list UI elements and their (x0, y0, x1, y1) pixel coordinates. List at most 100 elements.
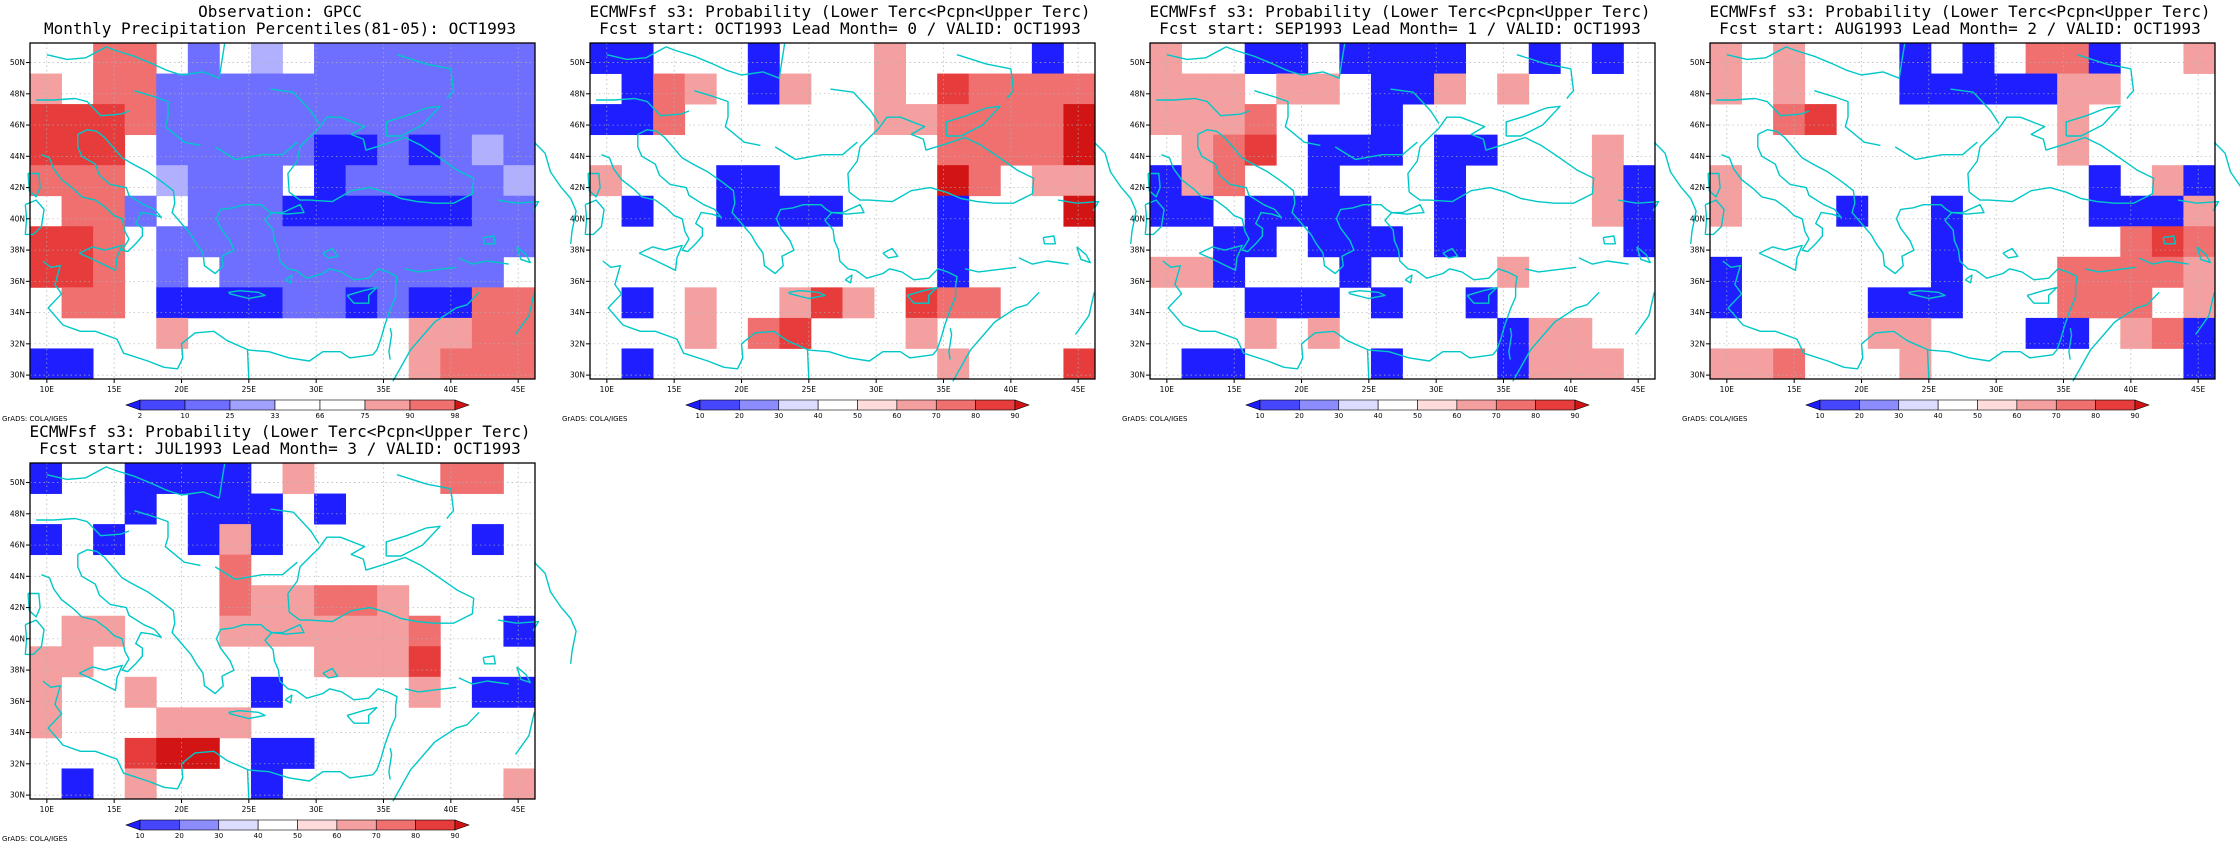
coastline (284, 274, 293, 284)
gridlines (1150, 43, 1655, 379)
grid-cell (1150, 165, 1182, 197)
coastline (1636, 246, 1651, 264)
panel-title-line1: ECMWFsf s3: Probability (Lower Terc<Pcpn… (1149, 2, 1651, 21)
grid-cell (30, 134, 62, 166)
lat-tick-label: 32N (570, 339, 585, 348)
coastline (945, 105, 1001, 137)
colorbar-segment (935, 399, 976, 411)
grid-cell (2151, 226, 2184, 258)
grid-cell (1213, 73, 1246, 105)
coastline (584, 199, 605, 236)
gridlines (30, 463, 535, 799)
grid-cell (1623, 195, 1656, 227)
grid-cell (408, 256, 441, 288)
coastline (1018, 257, 1069, 265)
lat-tick-label: 34N (10, 308, 25, 317)
lat-tick-label: 46N (10, 121, 25, 130)
grid-cell (282, 463, 315, 494)
grid-cell (1063, 134, 1096, 166)
grid-cell (779, 195, 812, 227)
coastline (606, 46, 780, 79)
coastline (1156, 97, 1250, 117)
coastline (1198, 244, 1243, 272)
colorbar-segment (297, 819, 338, 831)
coastline (482, 235, 496, 245)
colorbar-label: 40 (814, 412, 823, 420)
grid-cell (621, 73, 654, 105)
colorbar: 10 20 30 40 50 60 70 80 90 (1245, 399, 1590, 420)
coastline (1967, 116, 2155, 204)
grid-cell (937, 73, 970, 105)
lat-tick-label: 42N (10, 183, 25, 192)
grid-cell (1710, 287, 1742, 319)
grid-cell (250, 195, 283, 227)
grid-cell (968, 287, 1001, 319)
grid-cell (1000, 104, 1033, 136)
grid-cell (250, 676, 283, 708)
coastline (1516, 54, 1575, 99)
coastline (1512, 321, 1556, 382)
grid-cell (440, 104, 473, 136)
grid-cell (93, 134, 126, 166)
lat-tick-label: 50N (10, 478, 25, 487)
grid-cell (314, 226, 347, 258)
coastline (218, 43, 226, 79)
coastline (214, 141, 298, 161)
grid-cell (937, 348, 970, 380)
coastline (1716, 97, 1810, 117)
grid-cell (1307, 226, 1340, 258)
coastline (906, 286, 938, 304)
grid-cell (874, 73, 907, 105)
colorbar-segment (1338, 399, 1379, 411)
coastline (601, 134, 722, 253)
lat-tick-label: 48N (10, 509, 25, 518)
grid-cell (747, 317, 780, 349)
grid-cell (1434, 43, 1467, 74)
credit-text: GrADS: COLA/IGES (2, 835, 68, 843)
coastline (638, 244, 683, 272)
grid-cell (93, 73, 126, 105)
grid-cell (471, 348, 504, 380)
panel-title-line1: ECMWFsf s3: Probability (Lower Terc<Pcpn… (29, 422, 531, 441)
credit-text: GrADS: COLA/IGES (1682, 415, 1748, 423)
grid-cell (2183, 226, 2216, 258)
grid-cell (377, 195, 410, 227)
lat-tick-label: 48N (10, 89, 25, 98)
coastline (2026, 286, 2058, 304)
lon-tick-label: 20E (174, 385, 189, 394)
grid-cell (1465, 134, 1498, 166)
colorbar-arrow-high (1014, 399, 1030, 411)
coastline (385, 105, 441, 137)
grid-cell (219, 104, 252, 136)
grid-cell (440, 348, 473, 380)
grid-cell (1867, 287, 1900, 319)
coastline (287, 116, 475, 204)
colorbar-label: 20 (735, 412, 744, 420)
grid-cell (2183, 348, 2216, 380)
grid-cell (345, 43, 378, 74)
grid-cell (1213, 348, 1246, 380)
grid-cell (345, 104, 378, 136)
colorbar-segment (817, 399, 858, 411)
lat-tick-label: 40N (1130, 214, 1145, 223)
grid-cell (1899, 43, 1932, 74)
coastline (1908, 290, 1946, 300)
colorbar-arrow-low (685, 399, 701, 411)
grid-cell (61, 195, 94, 227)
grid-cell (1181, 73, 1214, 105)
coastline (1505, 105, 1561, 137)
grid-cell (314, 585, 347, 617)
grid-cell (2183, 165, 2216, 197)
colorbar-segment (409, 399, 456, 411)
lat-tick-label: 38N (10, 666, 25, 675)
grid-cell (30, 256, 62, 288)
grid-cell (1031, 43, 1064, 74)
colorbar-segment (139, 819, 180, 831)
lat-tick-label: 42N (1130, 183, 1145, 192)
coastline (1757, 129, 2078, 356)
grid-cell (1181, 195, 1214, 227)
grid-cell (61, 226, 94, 258)
colorbar-segment (699, 399, 740, 411)
lat-tick-label: 34N (1690, 308, 1705, 317)
lon-tick-label: 10E (1160, 385, 1175, 394)
